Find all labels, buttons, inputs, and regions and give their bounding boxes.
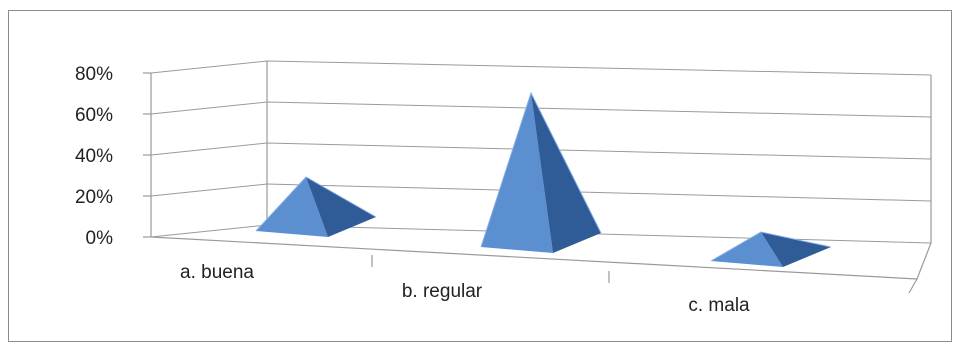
pyramid-front-face bbox=[481, 93, 553, 253]
pyramid-side-face bbox=[761, 232, 831, 267]
pyramid-front-face bbox=[256, 177, 328, 237]
y-axis-ticks: 0% 20% 40% 60% 80% bbox=[75, 64, 113, 249]
pyramid-chart: 0% 20% 40% 60% 80% a. buena b. regular c… bbox=[75, 60, 932, 316]
category-label: a. buena bbox=[180, 262, 254, 283]
pyramids bbox=[255, 91, 832, 267]
pyramid-side-face bbox=[306, 177, 376, 237]
pyramid-edge bbox=[480, 91, 602, 248]
y-tick-label: 60% bbox=[75, 105, 113, 126]
category-label: c. mala bbox=[688, 295, 750, 316]
pyramid-edge bbox=[255, 176, 377, 232]
y-tick-label: 80% bbox=[75, 64, 113, 85]
axes bbox=[143, 61, 932, 294]
category-label: b. regular bbox=[402, 281, 483, 302]
pyramid-edge bbox=[710, 231, 832, 262]
floor-corner-tick bbox=[908, 278, 918, 294]
gridline bbox=[150, 60, 932, 76]
pyramid-front-face bbox=[711, 232, 783, 267]
pyramid-side-face bbox=[531, 93, 601, 253]
y-tick-label: 0% bbox=[86, 228, 114, 249]
chart-frame: 0% 20% 40% 60% 80% a. buena b. regular c… bbox=[8, 10, 952, 342]
x-axis-categories: a. buena b. regular c. mala bbox=[180, 262, 750, 316]
y-tick-label: 40% bbox=[75, 146, 113, 167]
y-tick-label: 20% bbox=[75, 187, 113, 208]
